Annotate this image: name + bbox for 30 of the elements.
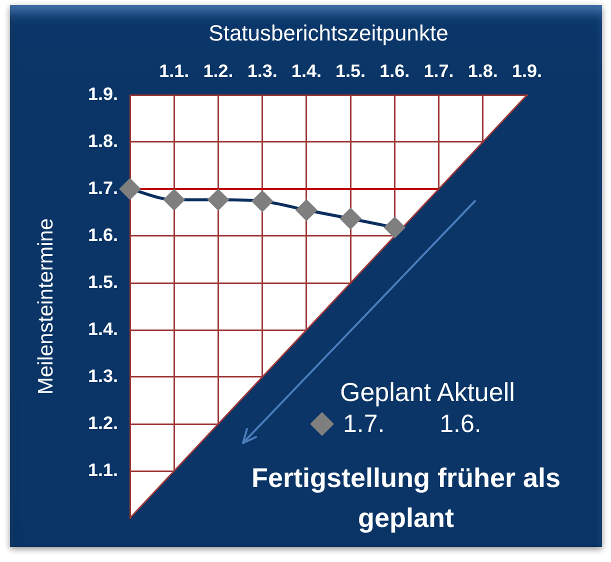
y-axis-title: Meilensteintermine [34,218,58,395]
annotation: Fertigstellung früher als geplant [250,462,562,535]
y-tick-label: 1.3. [88,366,118,386]
point [295,199,318,222]
x-tick-label: 1.3. [247,61,278,82]
y-tick-label: 1.1. [88,460,118,480]
point [207,188,230,211]
point [384,216,406,239]
x-tick-label: 1.8. [468,61,498,82]
y-tick-label: 1.9. [88,84,118,104]
x-tick-label: 1.6. [380,61,410,82]
point [163,188,186,211]
x-axis-title: Statusberichtszeitpunkte [208,20,448,46]
x-tick-label: 1.5. [336,61,366,82]
y-tick-label: 1.7. [88,178,118,198]
x-tick-label: 1.7. [424,61,454,82]
point [340,208,362,230]
legend-label: 1.7. 1.6. [343,410,482,438]
y-tick-label: 1.6. [88,224,118,245]
x-tick-label: 1.1. [159,61,190,82]
y-tick-label: 1.2. [88,412,118,433]
legend-title: Geplant Aktuell [340,377,515,407]
y-tick-label: 1.4. [88,318,118,339]
x-tick-label: 1.9. [512,61,542,82]
x-tick-label: 1.2. [203,61,234,82]
y-tick-label: 1.5. [88,272,118,292]
point [119,178,141,200]
y-tick-label: 1.8. [88,130,118,151]
x-tick-label: 1.4. [291,61,322,82]
point [251,190,274,212]
